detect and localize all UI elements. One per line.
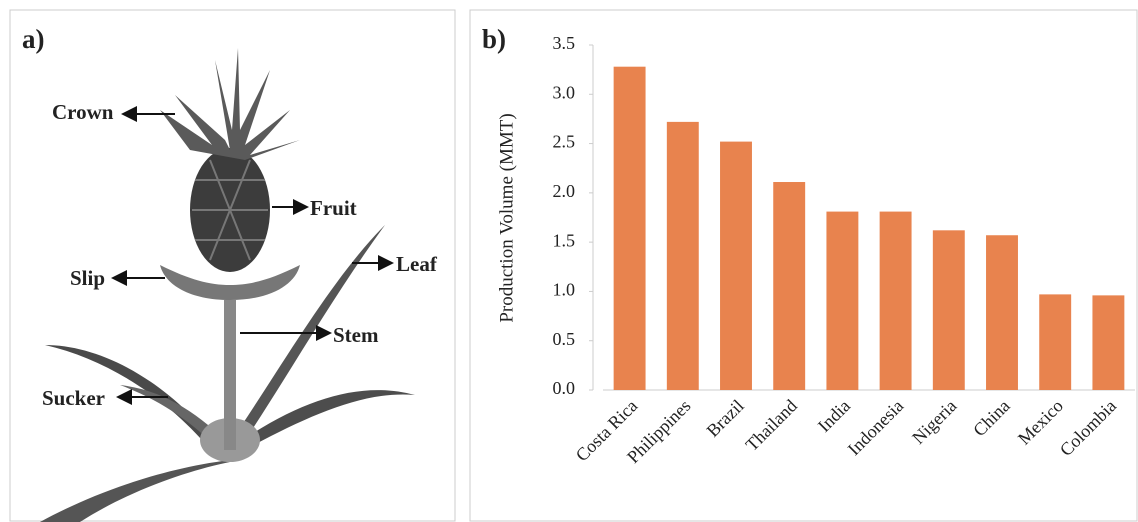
x-tick-label: China (969, 396, 1014, 441)
bar (773, 182, 805, 390)
bar (1092, 295, 1124, 390)
y-tick-label: 2.5 (553, 132, 576, 152)
part-label: Leaf (396, 252, 438, 276)
bar (880, 212, 912, 390)
x-tick-label: Nigeria (908, 396, 960, 448)
part-label: Slip (70, 266, 105, 290)
part-label: Fruit (310, 196, 357, 220)
x-tick-label: Colombia (1056, 396, 1120, 460)
y-tick-label: 0.0 (553, 378, 576, 398)
bar (933, 230, 965, 390)
panel-label: a) (22, 24, 45, 54)
panel-label: b) (482, 24, 506, 54)
y-tick-label: 1.0 (553, 280, 576, 300)
y-axis-title: Production Volume (MMT) (496, 113, 517, 322)
x-tick-label: Thailand (742, 396, 801, 455)
y-tick-label: 3.5 (553, 33, 576, 53)
y-tick-label: 1.5 (553, 230, 576, 250)
bar (614, 67, 646, 390)
bar (1039, 294, 1071, 390)
y-tick-label: 2.0 (553, 181, 576, 201)
part-label: Crown (52, 100, 114, 124)
x-tick-label: Mexico (1014, 396, 1067, 449)
y-tick-label: 0.5 (553, 329, 576, 349)
x-tick-label: India (814, 396, 854, 436)
y-tick-label: 3.0 (553, 82, 576, 102)
figure: a) Crown Fruit Leaf Slip Stem Sucker b) … (0, 0, 1138, 522)
part-label: Stem (333, 323, 379, 347)
part-label: Sucker (42, 386, 105, 410)
bar (826, 212, 858, 390)
page: a) Crown Fruit Leaf Slip Stem Sucker b) … (0, 0, 1138, 522)
bar (986, 235, 1018, 390)
x-tick-label: Indonesia (844, 396, 908, 460)
bar (667, 122, 699, 390)
x-tick-label: Brazil (703, 396, 748, 441)
bar (720, 142, 752, 390)
